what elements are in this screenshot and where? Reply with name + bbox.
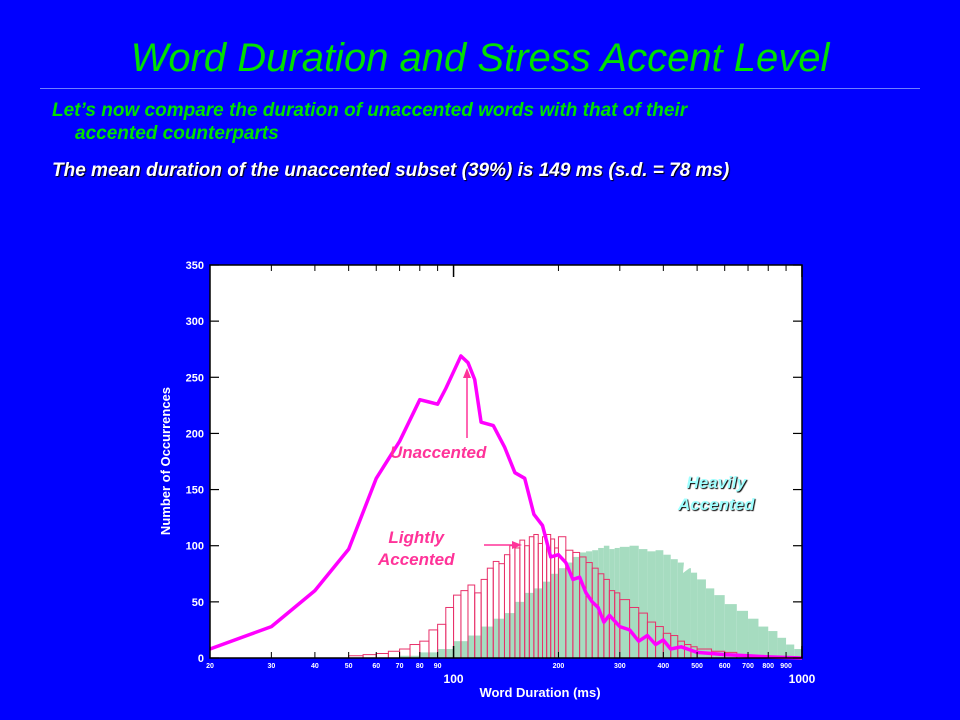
x-minor-tick-label: 700 [742,663,754,670]
x-minor-tick-label: 60 [372,663,380,670]
x-minor-tick-label: 90 [434,663,442,670]
x-minor-tick-label: 200 [553,663,565,670]
y-axis-label: Number of Occurrences [158,387,173,535]
x-major-tick-label: 1000 [789,672,816,686]
x-minor-tick-label: 400 [657,663,669,670]
slide-title: Word Duration and Stress Accent Level [130,36,830,80]
heavily-accented-bar [619,546,630,658]
heavily-arrowhead [683,562,691,573]
heavily-accented-bar [598,547,604,658]
x-minor-tick-label: 900 [780,663,792,670]
heavily-accented-bar [638,549,648,658]
heavily-accented-bar [697,579,706,658]
heavily-accented-bar [736,610,749,658]
heavily-accented-bar [724,604,737,658]
heavily-accented-bar [603,545,610,658]
heavily-accented-bar [768,631,778,658]
lightly-annotation-line1: Lightly [388,528,445,547]
heavily-pointer [685,517,719,569]
heavily-accented-bar [572,556,580,658]
heavily-annotation-line2: Accented [678,495,755,514]
bullet-compare: Let’s now compare the duration of unacce… [52,99,912,145]
x-minor-tick-label: 80 [416,663,424,670]
title-divider [40,88,920,89]
y-tick-label: 0 [198,653,204,665]
unaccented-arrowhead [463,368,471,378]
y-tick-label: 100 [186,541,204,553]
x-minor-tick-label: 30 [267,663,275,670]
bullet-compare-line2: accented counterparts [75,123,279,144]
y-tick-label: 250 [186,372,204,384]
heavily-accented-bar [614,547,620,658]
heavily-accented-bar [714,595,725,658]
x-minor-tick-label: 500 [691,663,703,670]
unaccented-annotation: Unaccented [390,443,487,462]
x-minor-tick-label: 40 [311,663,319,670]
heavily-accented-bar [677,562,685,658]
heavily-accented-bar [748,618,759,658]
x-minor-tick-label: 800 [762,663,774,670]
x-axis-label: Word Duration (ms) [479,685,600,700]
heavily-accented-bar [565,562,573,658]
y-tick-label: 300 [186,316,204,328]
heavily-accented-bar [670,559,678,658]
heavily-accented-bar [629,545,639,658]
heavily-accented-bar [684,568,691,658]
x-minor-tick-label: 20 [206,663,214,670]
lightly-annotation-line2: Accented [378,550,455,569]
heavily-accented-bar [663,554,671,658]
y-tick-label: 200 [186,428,204,440]
heavily-accented-bar [758,626,769,658]
plot-frame [209,264,803,659]
heavily-accented-bar [609,549,615,658]
y-tick-label: 50 [192,597,204,609]
x-major-tick-label: 100 [444,672,464,686]
bullet-compare-line1: Let’s now compare the duration of unacce… [52,100,688,121]
heavily-accented-bar [705,588,715,658]
heavily-accented-bar [655,550,664,658]
heavily-annotation-line1: Heavily [686,473,747,492]
x-minor-tick-label: 70 [396,663,404,670]
lightly-accented-bars [348,533,760,659]
heavily-accented-bar [586,551,593,658]
heavily-accented-bar [558,568,566,658]
heavily-accented-bar [647,551,656,658]
x-minor-tick-label: 300 [614,663,626,670]
heavily-accented-bar [786,644,795,658]
heavily-accented-bar [690,572,698,658]
x-minor-tick-label: 600 [719,663,731,670]
lightly-accented-annotation: Lightly Accented [378,527,455,571]
bullet-mean-duration: The mean duration of the unaccented subs… [52,160,730,181]
x-minor-tick-label: 50 [345,663,353,670]
heavily-accented-bar [579,552,587,658]
heavily-accented-bar [777,637,787,658]
axis-ticks: 0 50 100 150 200 250 300 350 20 30 40 50 60 70 80 90 200… [186,260,816,686]
lightly-arrowhead [512,541,522,549]
y-tick-label: 350 [186,260,204,272]
heavily-accented-annotation: Heavily Accented [678,472,755,516]
y-tick-label: 150 [186,485,204,497]
heavily-accented-bar [794,649,802,658]
unaccented-line [209,354,803,660]
